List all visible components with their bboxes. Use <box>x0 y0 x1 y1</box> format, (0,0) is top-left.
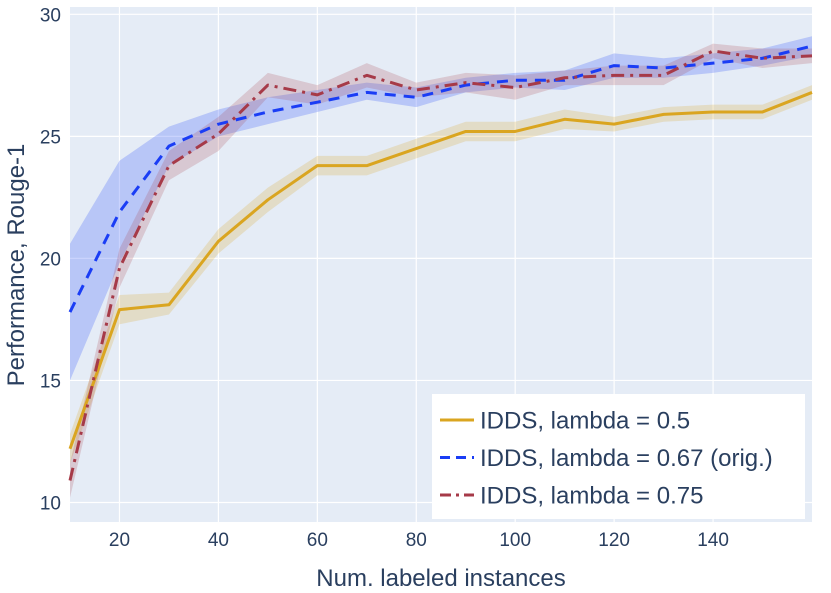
y-tick-label: 25 <box>40 127 61 148</box>
x-tick-label: 80 <box>406 530 427 551</box>
legend-box <box>432 394 805 519</box>
y-axis-title: Performance, Rouge-1 <box>3 144 30 387</box>
x-axis-ticks: 20 40 60 80 100 120 140 <box>109 530 729 551</box>
y-tick-label: 10 <box>40 493 61 514</box>
gridlines <box>70 7 812 522</box>
legend: IDDS, lambda = 0.5 IDDS, lambda = 0.67 (o… <box>432 394 805 519</box>
legend-label: IDDS, lambda = 0.75 <box>480 483 703 510</box>
y-tick-label: 15 <box>40 371 61 392</box>
x-tick-label: 120 <box>598 530 630 551</box>
confidence-band-series-2 <box>70 36 812 381</box>
y-tick-label: 30 <box>40 5 61 26</box>
x-tick-label: 140 <box>697 530 729 551</box>
series-line-2 <box>68 44 813 313</box>
x-axis-title: Num. labeled instances <box>316 565 565 592</box>
series-line-1 <box>68 91 813 450</box>
x-tick-label: 100 <box>499 530 531 551</box>
y-tick-label: 20 <box>40 249 61 270</box>
x-tick-label: 60 <box>307 530 328 551</box>
confidence-bands <box>70 36 812 498</box>
legend-label: IDDS, lambda = 0.67 (orig.) <box>480 445 773 472</box>
legend-label: IDDS, lambda = 0.5 <box>480 408 690 435</box>
y-axis-ticks: 10 15 20 25 30 <box>40 5 61 514</box>
x-tick-label: 40 <box>208 530 229 551</box>
x-tick-label: 20 <box>109 530 130 551</box>
series-lines <box>68 44 813 481</box>
